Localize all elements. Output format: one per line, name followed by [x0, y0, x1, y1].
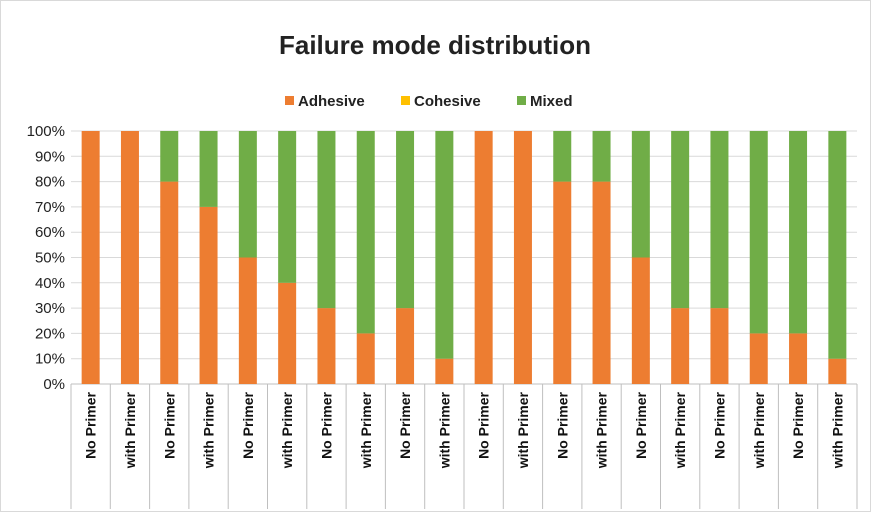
chart-title: Failure mode distribution: [279, 30, 591, 60]
bar-mixed: [435, 131, 454, 359]
bar-adhesive: [435, 358, 454, 384]
category-label: with Primer: [594, 391, 610, 469]
y-tick-label: 40%: [35, 275, 65, 292]
bar-adhesive: [592, 181, 611, 384]
bar-mixed: [160, 131, 179, 182]
bar-adhesive: [631, 257, 650, 384]
category-label: with Primer: [279, 391, 295, 469]
category-label: No Primer: [397, 391, 413, 458]
bar-mixed: [631, 131, 650, 258]
bar-adhesive: [671, 308, 690, 384]
y-tick-label: 80%: [35, 174, 65, 191]
legend-swatch-cohesive: [401, 96, 410, 105]
category-label: No Primer: [476, 391, 492, 458]
y-tick-label: 60%: [35, 224, 65, 241]
bar-adhesive: [120, 131, 139, 384]
bar-adhesive: [81, 131, 100, 384]
category-label: No Primer: [161, 391, 177, 458]
bar-mixed: [356, 131, 375, 334]
legend-label-adhesive: Adhesive: [298, 93, 365, 110]
bar-mixed: [671, 131, 690, 309]
y-tick-label: 90%: [35, 148, 65, 165]
y-tick-label: 70%: [35, 199, 65, 216]
legend-swatch-mixed: [517, 96, 526, 105]
bar-mixed: [592, 131, 611, 182]
bar-adhesive: [513, 131, 532, 384]
legend-swatch-adhesive: [285, 96, 294, 105]
bar-mixed: [238, 131, 257, 258]
bar-adhesive: [710, 308, 729, 384]
category-label: with Primer: [201, 391, 217, 469]
category-label: No Primer: [633, 391, 649, 458]
bar-adhesive: [828, 358, 847, 384]
bar-mixed: [789, 131, 808, 334]
category-label: with Primer: [751, 391, 767, 469]
category-label: No Primer: [240, 391, 256, 458]
category-label: No Primer: [318, 391, 334, 458]
bar-mixed: [828, 131, 847, 359]
category-label: with Primer: [672, 391, 688, 469]
bar-mixed: [553, 131, 572, 182]
category-label: with Primer: [122, 391, 138, 469]
y-tick-label: 10%: [35, 351, 65, 368]
bar-adhesive: [749, 333, 768, 384]
bar-mixed: [749, 131, 768, 334]
y-tick-label: 0%: [43, 376, 65, 393]
y-tick-label: 100%: [27, 123, 65, 140]
legend-label-mixed: Mixed: [530, 93, 573, 110]
bar-adhesive: [789, 333, 808, 384]
y-tick-label: 30%: [35, 300, 65, 317]
category-label: with Primer: [436, 391, 452, 469]
bar-adhesive: [553, 181, 572, 384]
bar-mixed: [199, 131, 218, 207]
bar-mixed: [317, 131, 336, 309]
bar-adhesive: [238, 257, 257, 384]
bar-adhesive: [356, 333, 375, 384]
bar-mixed: [278, 131, 297, 283]
category-label: No Primer: [790, 391, 806, 458]
bar-adhesive: [396, 308, 415, 384]
category-label: No Primer: [83, 391, 99, 458]
category-label: with Primer: [358, 391, 374, 469]
legend-label-cohesive: Cohesive: [414, 93, 481, 110]
y-tick-label: 20%: [35, 325, 65, 342]
bar-adhesive: [160, 181, 179, 384]
bar-adhesive: [199, 206, 218, 384]
bar-adhesive: [317, 308, 336, 384]
category-label: No Primer: [711, 391, 727, 458]
category-label: No Primer: [554, 391, 570, 458]
y-tick-label: 50%: [35, 250, 65, 267]
category-label: with Primer: [515, 391, 531, 469]
bar-adhesive: [474, 131, 493, 384]
bar-mixed: [710, 131, 729, 309]
bar-mixed: [396, 131, 415, 309]
category-label: with Primer: [829, 391, 845, 469]
bar-adhesive: [278, 282, 297, 384]
